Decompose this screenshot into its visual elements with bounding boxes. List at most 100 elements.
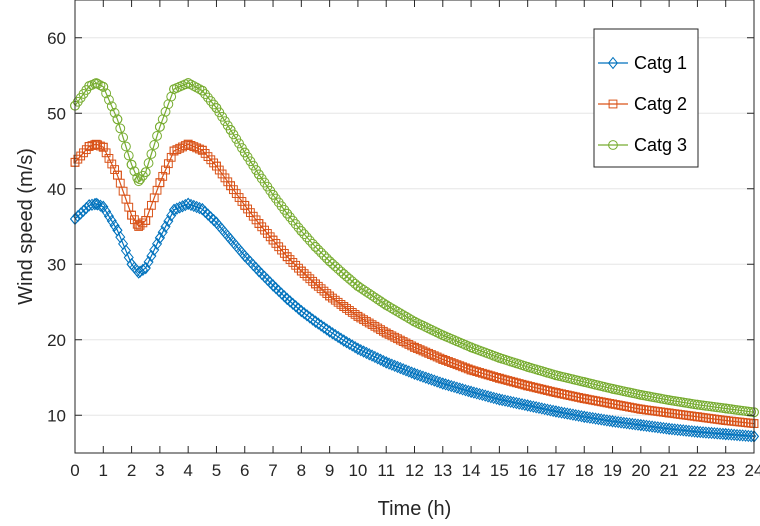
axis-ticks <box>74 0 755 453</box>
series-2-sample-marker-192 <box>613 400 623 410</box>
series-2-sample-marker-33 <box>163 159 173 169</box>
series-3-sample-marker-26 <box>143 158 154 168</box>
series-2-sample-marker-12 <box>104 153 114 163</box>
series-1-sample-marker-41 <box>185 198 197 212</box>
series-2-sample-marker-122 <box>415 345 425 355</box>
series-1-sample-marker-90 <box>324 325 335 338</box>
series-1-sample-marker-142 <box>471 387 482 400</box>
series-1-sample-marker-114 <box>392 360 403 374</box>
series-3-sample-marker-17 <box>118 132 128 143</box>
series-1-sample-marker-79 <box>293 302 304 315</box>
series-2-sample-marker-195 <box>622 402 632 411</box>
series-1-sample-marker-96 <box>341 335 352 349</box>
series-1-sample-marker-153 <box>502 395 513 408</box>
series-2-sample-marker-165 <box>537 384 547 394</box>
series-1-sample-marker-132 <box>443 379 454 392</box>
series-2-sample-marker-156 <box>511 378 521 388</box>
series-1-sample-marker-146 <box>483 390 494 403</box>
series-3-sample-marker-92 <box>330 261 341 272</box>
series-1-sample-marker-152 <box>499 394 511 407</box>
series-2-sample-marker-1 <box>73 154 83 164</box>
series-3-sample-marker-14 <box>109 107 120 118</box>
series-1-sample-marker-87 <box>316 319 327 332</box>
series-1-sample-marker-178 <box>573 409 584 422</box>
series-3-sample-marker-239 <box>746 406 757 417</box>
y-tick-label-0: 10 <box>47 406 66 425</box>
series-2-sample-marker-115 <box>395 335 405 345</box>
legend-marker-1 <box>607 56 619 70</box>
series-3-sample-marker-119 <box>406 315 417 325</box>
series-2-sample-marker-116 <box>398 337 408 346</box>
series-2-sample-marker-79 <box>294 263 303 273</box>
legend-box <box>593 28 699 168</box>
series-1-sample-marker-105 <box>367 349 378 362</box>
series-2-sample-marker-30 <box>155 178 165 188</box>
series-1-sample-marker-148 <box>488 391 499 405</box>
x-tick-label-17: 17 <box>546 461 565 480</box>
series-3-sample-marker-112 <box>386 303 397 314</box>
series-2-sample-marker-186 <box>596 397 606 407</box>
series-1-sample-marker-134 <box>449 380 460 394</box>
series-2-sample-marker-22 <box>132 219 142 229</box>
series-2-sample-marker-108 <box>376 325 385 335</box>
series-2-sample-marker-197 <box>627 403 637 413</box>
series-1-sample-marker-163 <box>531 401 542 414</box>
series-1-sample-marker-26 <box>143 255 154 269</box>
series-2-sample-marker-102 <box>359 315 368 325</box>
series-2-sample-marker-135 <box>452 360 462 370</box>
series-2-sample-marker-70 <box>268 235 278 245</box>
x-tick-label-9: 9 <box>325 461 334 480</box>
series-2-sample-marker-43 <box>192 143 202 153</box>
series-2-sample-marker-178 <box>574 393 583 402</box>
series-1-sample-marker-103 <box>361 346 372 360</box>
series-2-sample-marker-174 <box>562 390 572 400</box>
series-2-sample-marker-42 <box>189 142 199 152</box>
legend-entry-1: Catg 1 <box>598 53 687 73</box>
series-3-sample-marker-118 <box>403 313 414 324</box>
series-1-sample-marker-116 <box>398 363 409 376</box>
series-2-sample-marker-118 <box>404 340 414 349</box>
series-2-sample-marker-134 <box>449 359 459 369</box>
series-2-sample-marker-84 <box>308 276 318 286</box>
series-2-sample-marker-119 <box>407 341 417 351</box>
series-3-sample-marker-79 <box>293 222 304 233</box>
series-2-sample-marker-87 <box>316 284 326 294</box>
series-1-sample-marker-115 <box>395 361 406 375</box>
series-1-sample-marker-113 <box>389 359 400 372</box>
x-tick-label-5: 5 <box>212 461 221 480</box>
series-2-sample-marker-65 <box>254 219 264 228</box>
x-tick-label-23: 23 <box>716 461 735 480</box>
series-2-sample-marker-35 <box>169 146 179 156</box>
series-2-sample-marker-160 <box>523 381 533 391</box>
series-3-sample-marker-88 <box>319 250 329 261</box>
series-1-sample-marker-44 <box>194 201 205 215</box>
series-3-sample-marker-75 <box>282 208 293 219</box>
series-3-sample-marker-80 <box>296 226 307 236</box>
series-3-sample-marker-97 <box>344 273 355 284</box>
series-2-sample-marker-76 <box>285 255 295 264</box>
series-1-sample-marker-150 <box>494 393 505 406</box>
series-1-sample-marker-85 <box>310 315 321 328</box>
series-2-sample-marker-145 <box>480 369 490 379</box>
series-2-sample-marker-157 <box>514 379 524 388</box>
series-3-sample-marker-21 <box>129 166 140 177</box>
series-2-sample-marker-125 <box>424 348 434 358</box>
series-2-sample-marker-5 <box>84 142 94 151</box>
series-1-sample-marker-97 <box>344 337 355 351</box>
series-1-sample-marker-131 <box>440 378 451 391</box>
series-2-sample-marker-10 <box>98 142 108 152</box>
series-2-sample-marker-161 <box>526 382 535 391</box>
series-2-sample-marker-146 <box>483 370 493 380</box>
series-1-sample-marker-99 <box>350 340 361 354</box>
series-1-sample-marker-123 <box>417 370 429 383</box>
series-3-sample-marker-105 <box>367 290 377 301</box>
series-2-sample-marker-141 <box>469 366 479 376</box>
series-2-sample-marker-85 <box>311 279 320 289</box>
x-tick-label-15: 15 <box>490 461 509 480</box>
series-1-sample-marker-159 <box>519 398 530 412</box>
series-1-sample-marker-145 <box>480 389 491 402</box>
series-1-sample-marker-31 <box>157 226 168 239</box>
series-1-sample-marker-102 <box>358 345 369 358</box>
series-2-sample-marker-183 <box>588 395 598 405</box>
series-2-sample-marker-158 <box>517 379 527 389</box>
